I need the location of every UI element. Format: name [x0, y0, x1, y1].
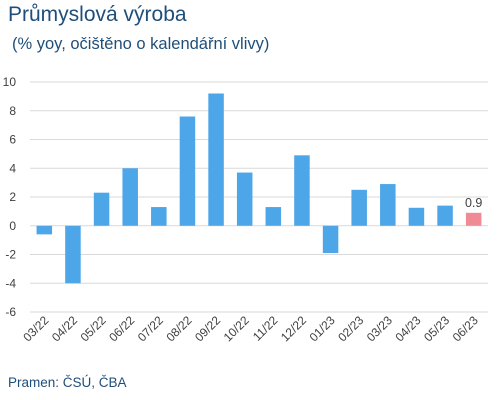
x-tick-label: 10/22 [221, 313, 252, 344]
x-tick-label: 02/23 [335, 313, 366, 344]
y-tick-label: -2 [5, 248, 16, 262]
bar-08-22 [179, 116, 196, 226]
chart-subtitle: (% yoy, očištěno o kalendářní vlivy) [12, 35, 270, 53]
bar-12-22 [294, 155, 310, 226]
bar-04-23 [408, 207, 425, 226]
bar-01-23 [322, 225, 339, 254]
x-tick-label: 03/23 [364, 313, 395, 344]
bar-03-22 [36, 225, 53, 235]
y-tick-label: 10 [3, 75, 17, 89]
bar-05-22 [93, 192, 110, 226]
bar-10-22 [236, 172, 253, 226]
bar-06-22 [122, 168, 138, 226]
x-tick-label: 06/23 [450, 313, 481, 344]
bar-07-22 [151, 207, 167, 226]
y-tick-label: 4 [9, 161, 16, 175]
bar-09-22 [208, 93, 224, 226]
x-tick-label: 12/22 [278, 313, 309, 344]
bar-06-23 [465, 212, 482, 226]
bar-04-22 [65, 225, 81, 284]
source-note: Pramen: ČSÚ, ČBA [8, 375, 127, 390]
data-label: 0.9 [465, 196, 482, 210]
bar-02-23 [351, 189, 367, 226]
bar-03-23 [380, 184, 396, 226]
y-tick-label: 6 [9, 133, 16, 147]
x-tick-label: 06/22 [106, 313, 137, 344]
x-tick-label: 05/23 [421, 313, 452, 344]
x-tick-label: 03/22 [20, 313, 51, 344]
y-tick-label: -4 [5, 276, 16, 290]
y-tick-label: 2 [9, 190, 16, 204]
x-tick-label: 05/22 [78, 313, 109, 344]
y-tick-label: 0 [9, 219, 16, 233]
x-tick-label: 01/23 [307, 313, 338, 344]
x-tick-label: 08/22 [163, 313, 194, 344]
x-tick-label: 07/22 [135, 313, 166, 344]
x-tick-label: 04/22 [49, 313, 80, 344]
x-tick-label: 09/22 [192, 313, 223, 344]
y-tick-label: -6 [5, 305, 16, 319]
chart-title: Průmyslová výroba [8, 3, 187, 26]
x-tick-label: 11/22 [250, 313, 281, 344]
y-tick-label: 8 [9, 104, 16, 118]
x-tick-label: 04/23 [392, 313, 423, 344]
bar-11-22 [265, 207, 282, 226]
bar-05-23 [437, 205, 453, 226]
